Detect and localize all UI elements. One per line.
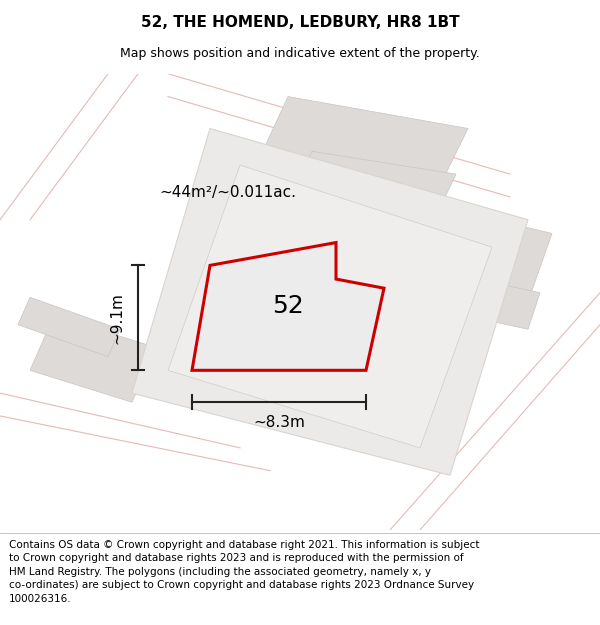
Text: ~44m²/~0.011ac.: ~44m²/~0.011ac. xyxy=(160,185,296,200)
Polygon shape xyxy=(252,96,468,201)
Text: Map shows position and indicative extent of the property.: Map shows position and indicative extent… xyxy=(120,47,480,59)
Polygon shape xyxy=(132,129,528,475)
Polygon shape xyxy=(432,211,552,302)
Polygon shape xyxy=(168,165,492,448)
Polygon shape xyxy=(192,242,384,370)
Polygon shape xyxy=(18,298,120,357)
Polygon shape xyxy=(444,274,540,329)
Polygon shape xyxy=(30,316,156,402)
Text: 52, THE HOMEND, LEDBURY, HR8 1BT: 52, THE HOMEND, LEDBURY, HR8 1BT xyxy=(140,14,460,29)
Text: ~8.3m: ~8.3m xyxy=(253,415,305,430)
Text: ~9.1m: ~9.1m xyxy=(110,292,125,344)
Text: Contains OS data © Crown copyright and database right 2021. This information is : Contains OS data © Crown copyright and d… xyxy=(9,539,479,604)
Polygon shape xyxy=(288,151,456,224)
Text: 52: 52 xyxy=(272,294,304,318)
